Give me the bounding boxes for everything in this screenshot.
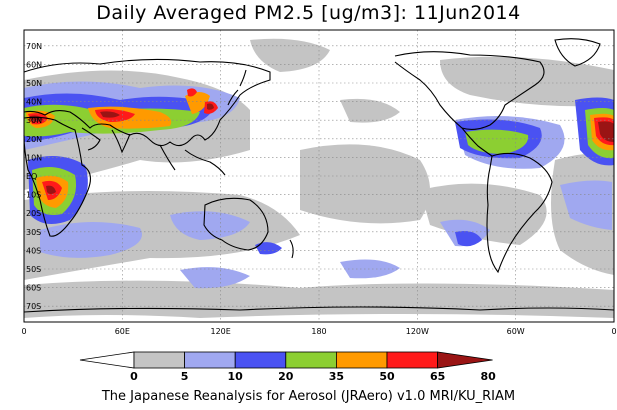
colorbar-tick-label: 20: [278, 370, 294, 383]
lon-label: 0: [611, 327, 616, 336]
lon-label: 120E: [211, 327, 231, 336]
colorbar-swatch: [184, 351, 236, 369]
colorbar-swatch: [234, 351, 287, 369]
lat-label: 40S: [26, 246, 41, 255]
colorbar-swatch: [335, 351, 388, 369]
lat-label: 70S: [26, 302, 41, 311]
lon-label: 180: [311, 327, 326, 336]
colorbar: 0 5 10 20 35 50 65 80: [79, 351, 497, 383]
lat-label: 60S: [26, 284, 41, 293]
lat-label: 10N: [26, 153, 42, 162]
pm25-field-layer: [24, 38, 614, 318]
colorbar-tick-label: 80: [481, 370, 497, 383]
lat-label: 30S: [26, 228, 41, 237]
coast-europe-asia: [23, 58, 271, 147]
coast-arabia-india: [81, 127, 131, 154]
colorbar-tick-label: 50: [379, 370, 395, 383]
latitude-labels: 70N 60N 50N 40N 30N 20N 10N EQ 10S 20S 30S 40S 50S 60…: [26, 42, 42, 311]
coast-se-asia: [159, 144, 226, 176]
coast-antarctica: [23, 306, 615, 313]
colorbar-low-arrow: [79, 351, 135, 369]
coast-australia: [203, 197, 269, 251]
colorbar-tick-label: 65: [430, 370, 445, 383]
footer-credit: The Japanese Reanalysis for Aerosol (JRA…: [101, 389, 516, 404]
lon-label: 0: [21, 327, 26, 336]
lat-label: EQ: [26, 172, 37, 181]
coast-greenland: [554, 38, 601, 67]
lat-label: 30N: [26, 116, 42, 125]
lat-label: 20S: [26, 209, 41, 218]
colorbar-swatch: [133, 351, 185, 369]
map-title: Daily Averaged PM2.5 [ug/m3]: 11Jun2014: [96, 2, 521, 24]
lat-label: 20N: [26, 135, 42, 144]
colorbar-high-arrow: [437, 351, 493, 369]
longitude-labels: 0 60E 120E 180 120W 60W 0: [21, 327, 616, 336]
lon-label: 60W: [507, 327, 525, 336]
coast-new-zealand: [289, 239, 294, 259]
lat-label: 50S: [26, 265, 41, 274]
colorbar-tick-label: 35: [329, 370, 344, 383]
lon-label: 120W: [406, 327, 429, 336]
coast-africa: [23, 116, 91, 237]
lon-label: 60E: [115, 327, 130, 336]
coast-south-america: [486, 152, 553, 274]
lat-label: 10S: [26, 191, 41, 200]
map-frame: [23, 29, 615, 323]
colorbar-tick-label: 5: [181, 370, 189, 383]
coast-north-america: [394, 51, 545, 131]
lat-label: 50N: [26, 79, 42, 88]
coastlines: [23, 38, 615, 313]
coast-central-america: [461, 127, 493, 157]
colorbar-swatch: [285, 351, 337, 369]
lat-label: 70N: [26, 42, 42, 51]
colorbar-tick-label: 0: [130, 370, 138, 383]
colorbar-tick-label: 10: [228, 370, 244, 383]
lat-label: 40N: [26, 98, 42, 107]
pm25-band-80-plus: [30, 103, 614, 194]
coast-japan: [227, 69, 247, 106]
colorbar-swatch: [386, 351, 438, 369]
lat-label: 60N: [26, 60, 42, 69]
